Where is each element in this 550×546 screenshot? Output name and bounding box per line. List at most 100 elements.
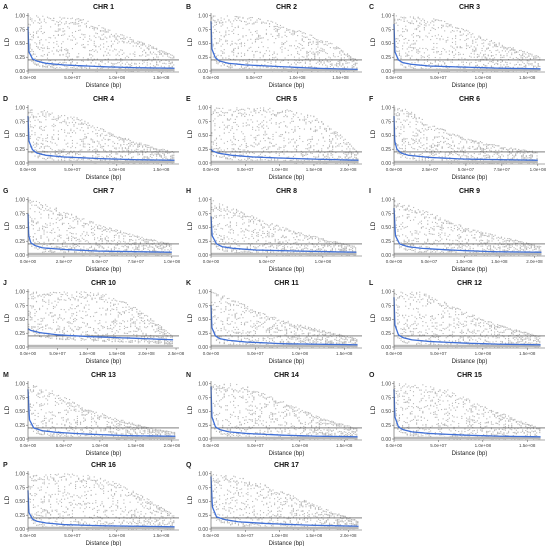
data-point — [84, 120, 86, 122]
data-point — [159, 153, 161, 155]
data-point — [237, 26, 239, 28]
data-point — [272, 138, 274, 140]
data-point — [353, 58, 355, 60]
data-point — [292, 120, 294, 122]
data-point — [423, 144, 425, 146]
data-point — [34, 53, 36, 55]
data-point — [502, 148, 504, 150]
data-point — [435, 128, 437, 130]
data-point — [416, 49, 418, 51]
data-point — [113, 142, 116, 144]
data-point — [286, 36, 288, 38]
data-point — [532, 56, 535, 58]
data-point — [212, 111, 214, 113]
data-point — [322, 145, 324, 147]
data-point — [103, 46, 105, 48]
data-point — [456, 46, 458, 48]
data-point — [60, 34, 63, 36]
data-point — [341, 136, 343, 138]
data-point — [250, 19, 252, 21]
data-point — [437, 127, 439, 129]
data-point — [87, 132, 89, 135]
data-point — [312, 40, 314, 42]
data-point — [498, 156, 500, 158]
data-point — [60, 128, 63, 131]
data-point — [75, 132, 77, 134]
data-point — [166, 55, 169, 57]
data-point — [96, 58, 98, 60]
data-point — [126, 61, 128, 63]
data-point — [272, 113, 274, 115]
data-point — [99, 30, 102, 32]
data-point — [220, 55, 222, 57]
data-point — [159, 50, 161, 52]
data-point — [293, 32, 296, 34]
data-point — [96, 145, 98, 147]
data-point — [245, 35, 247, 37]
data-point — [92, 49, 94, 51]
data-point — [467, 157, 469, 159]
data-point — [29, 24, 31, 26]
data-point — [421, 145, 423, 147]
data-point — [411, 146, 413, 148]
data-point — [244, 112, 246, 114]
data-point — [103, 145, 105, 147]
data-point — [447, 36, 449, 38]
data-point — [82, 46, 84, 48]
data-point — [508, 66, 510, 68]
data-point — [354, 148, 356, 150]
data-point — [60, 150, 63, 152]
data-point — [230, 139, 232, 141]
data-point — [258, 134, 260, 136]
data-point — [276, 24, 278, 26]
data-point — [222, 107, 224, 109]
data-point — [403, 125, 405, 127]
data-point — [302, 140, 304, 143]
data-point — [403, 150, 405, 152]
data-point — [252, 145, 254, 147]
data-point — [280, 122, 282, 124]
data-point — [90, 126, 92, 128]
data-point — [464, 58, 466, 60]
data-point — [421, 123, 423, 125]
data-point — [36, 142, 38, 144]
data-point — [490, 147, 492, 149]
data-point — [236, 55, 238, 57]
data-point — [348, 55, 350, 57]
data-point — [298, 30, 300, 32]
data-point — [90, 54, 92, 56]
data-point — [126, 42, 128, 44]
data-point — [126, 150, 128, 152]
data-point — [281, 36, 283, 38]
data-point — [171, 62, 173, 64]
data-point — [322, 50, 324, 52]
data-point — [81, 33, 83, 35]
data-point — [300, 61, 302, 64]
data-point — [407, 116, 410, 118]
data-point — [476, 148, 478, 150]
data-point — [95, 32, 97, 34]
data-point — [65, 121, 67, 123]
data-point — [283, 153, 285, 155]
data-point — [228, 109, 230, 111]
data-point — [48, 64, 50, 66]
data-point — [324, 127, 326, 129]
data-point — [140, 47, 142, 49]
data-point — [406, 138, 408, 140]
data-point — [170, 57, 172, 59]
data-point — [348, 62, 350, 64]
data-point — [525, 156, 527, 158]
data-point — [531, 55, 533, 57]
data-point — [129, 152, 131, 154]
data-point — [121, 139, 123, 141]
data-point — [337, 60, 339, 62]
data-point — [296, 150, 298, 152]
data-point — [408, 21, 410, 24]
data-point — [45, 137, 47, 140]
data-point — [275, 122, 277, 124]
data-point — [40, 125, 42, 128]
data-point — [308, 120, 310, 123]
data-point — [481, 56, 483, 58]
data-point — [310, 152, 312, 154]
data-point — [319, 127, 321, 129]
